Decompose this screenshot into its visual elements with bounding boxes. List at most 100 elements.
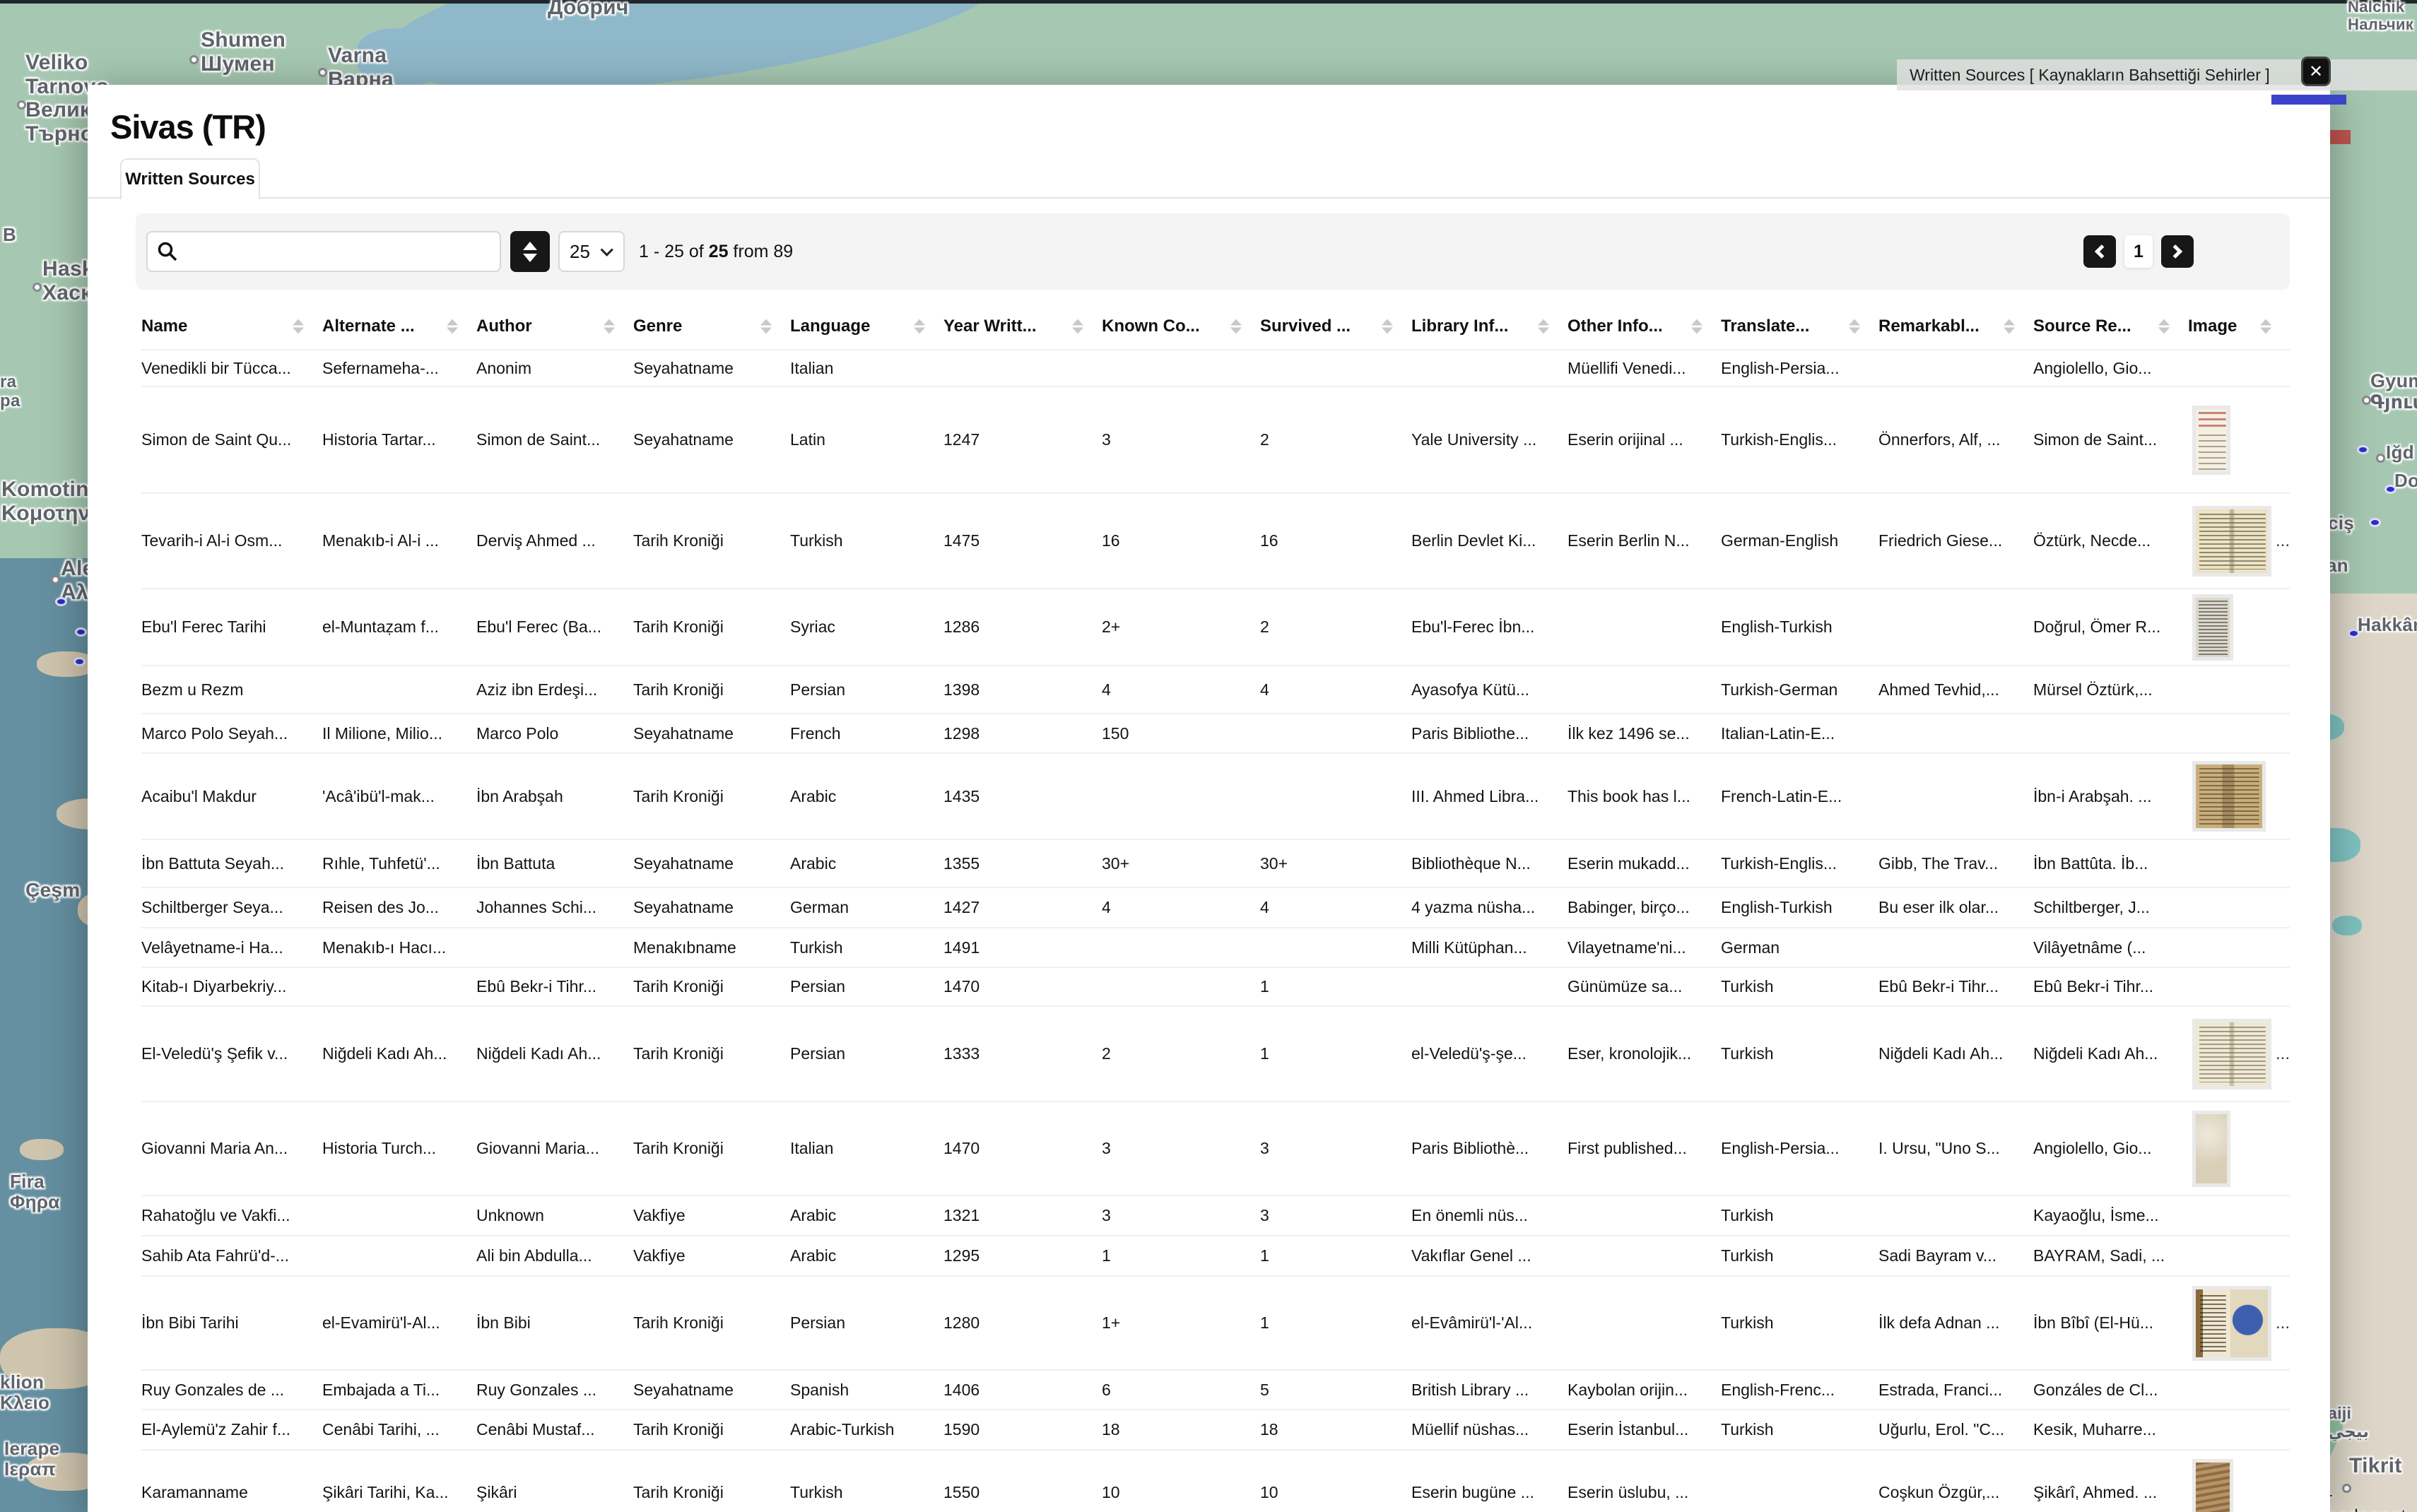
page-size-select[interactable]: 25 — [558, 231, 625, 272]
column-label: Survived ... — [1260, 317, 1351, 336]
column-header-other-info[interactable]: Other Info... — [1568, 317, 1721, 336]
column-header-survived[interactable]: Survived ... — [1260, 317, 1411, 336]
cell-source: İbn-i Arabşah. ... — [2033, 786, 2152, 805]
table-header-row: Name Alternate ... Author Genre Language Year… — [141, 304, 2290, 349]
column-header-remarkabl[interactable]: Remarkabl... — [1878, 317, 2033, 336]
map-label-komotini: Komotini Κομοτηνή — [1, 478, 104, 525]
cell-author: Giovanni Maria... — [476, 1139, 599, 1157]
data-point-dot[interactable] — [2369, 518, 2381, 527]
cell-known: 4 — [1102, 680, 1111, 699]
table-row[interactable]: Rahatoğlu ve Vakfi... Unknown Vakfiye Arabi… — [141, 1195, 2290, 1235]
manuscript-parchment-thumbnail[interactable] — [2192, 1110, 2230, 1187]
cell-other: Müellifi Venedi... — [1568, 358, 1686, 377]
cell-translate: English-Turkish — [1721, 618, 1833, 636]
manuscript-brown-strip-thumbnail[interactable] — [2192, 1459, 2233, 1512]
cell-author: Niğdeli Kadı Ah... — [476, 1044, 601, 1063]
nodegoat-link[interactable]: nodegoat — [2327, 1506, 2406, 1512]
map-label-gyumri: GyumԳյում — [2370, 370, 2417, 413]
cell-alternate: Menakıb-i Al-i ... — [322, 531, 439, 550]
close-button[interactable]: ✕ — [2301, 57, 2331, 86]
table-row[interactable]: Venedikli bir Tücca... Sefernameha-... Ano… — [141, 349, 2290, 386]
table-row[interactable]: Acaibu'l Makdur 'Acâ'ibü'l-mak... İbn Arab… — [141, 752, 2290, 839]
data-point-dot[interactable] — [2384, 485, 2397, 494]
manuscript-brown-columns-thumbnail[interactable] — [2192, 761, 2266, 832]
cell-library: Vakıflar Genel ... — [1411, 1246, 1531, 1265]
manuscript-cream-pages-thumbnail[interactable] — [2192, 1018, 2271, 1089]
table-row[interactable]: Simon de Saint Qu... Historia Tartar... Si… — [141, 386, 2290, 492]
town-marker-haskovo — [33, 283, 42, 292]
table-row[interactable]: Marco Polo Seyah... Il Milione, Milio... M… — [141, 713, 2290, 752]
cell-alternate: Menakıb-ı Hacı... — [322, 938, 447, 957]
table-row[interactable]: Tevarih-i Al-i Osm... Menakıb-i Al-i ... D… — [141, 492, 2290, 588]
sort-order-button[interactable] — [510, 231, 550, 272]
cell-year: 1321 — [943, 1206, 980, 1224]
cell-name: Tevarih-i Al-i Osm... — [141, 531, 283, 550]
cell-year: 1590 — [943, 1420, 980, 1439]
column-header-source-re[interactable]: Source Re... — [2033, 317, 2188, 336]
cell-known: 3 — [1102, 1139, 1111, 1157]
cell-translate: English-Turkish — [1721, 898, 1833, 916]
table-row[interactable]: Giovanni Maria An... Historia Turch... Gio… — [141, 1101, 2290, 1195]
data-point-dot[interactable] — [2357, 445, 2369, 454]
column-header-translate[interactable]: Translate... — [1721, 317, 1878, 336]
previous-page-button[interactable] — [2083, 235, 2116, 268]
table-row[interactable]: Ebu'l Ferec Tarihi el-Muntaẓam f... Ebu'l … — [141, 588, 2290, 665]
manuscript-red-script-thumbnail[interactable] — [2192, 405, 2230, 475]
sort-icon — [604, 319, 615, 334]
table-row[interactable]: Velâyetname-i Ha... Menakıb-ı Hacı... Mena… — [141, 927, 2290, 967]
cell-remarkable: I. Ursu, "Uno S... — [1878, 1139, 2000, 1157]
column-header-language[interactable]: Language — [790, 317, 943, 336]
sort-icon — [2004, 319, 2015, 334]
cell-language: Spanish — [790, 1380, 849, 1399]
table-row[interactable]: Karamanname Şikâri Tarihi, Ka... Şikâri Tar… — [141, 1449, 2290, 1512]
table-row[interactable]: El-Aylemü'z Zahir f... Cenâbi Tarihi, ...… — [141, 1409, 2290, 1449]
column-header-name[interactable]: Name — [141, 317, 322, 336]
column-label: Translate... — [1721, 317, 1810, 336]
manuscript-newsprint-thumbnail[interactable] — [2192, 593, 2233, 661]
manuscript-ornate-blue-thumbnail[interactable] — [2192, 1285, 2271, 1361]
cell-name: Simon de Saint Qu... — [141, 430, 292, 449]
manuscript-two-page-thumbnail[interactable] — [2192, 505, 2271, 577]
column-label: Author — [476, 317, 532, 336]
table-row[interactable]: Schiltberger Seya... Reisen des Jo... Joha… — [141, 887, 2290, 927]
cell-language: German — [790, 898, 849, 916]
data-point-dot[interactable] — [2348, 629, 2360, 638]
table-row[interactable]: İbn Battuta Seyah... Rıhle, Tuhfetü'... İb… — [141, 839, 2290, 887]
column-header-library-inf[interactable]: Library Inf... — [1411, 317, 1568, 336]
column-header-known-co[interactable]: Known Co... — [1102, 317, 1260, 336]
search-input[interactable] — [146, 231, 501, 272]
column-header-genre[interactable]: Genre — [633, 317, 790, 336]
data-point-dot[interactable] — [75, 627, 87, 637]
table-row[interactable]: El-Veledü'ş Şefik v... Niğdeli Kadı Ah...… — [141, 1005, 2290, 1101]
sort-up-icon — [523, 241, 537, 250]
cell-language: French — [790, 723, 841, 743]
column-header-author[interactable]: Author — [476, 317, 633, 336]
column-header-image[interactable]: Image — [2188, 317, 2290, 336]
sort-icon — [2158, 319, 2170, 334]
table-row[interactable]: Kitab-ı Diyarbekriy... Ebû Bekr-i Tihr...… — [141, 967, 2290, 1005]
cell-genre: Seyahatname — [633, 898, 734, 916]
cell-name: Velâyetname-i Ha... — [141, 938, 283, 957]
written-sources-table: Name Alternate ... Author Genre Language Year… — [141, 304, 2290, 1512]
data-point-dot[interactable] — [55, 597, 67, 606]
table-row[interactable]: Ruy Gonzales de ... Embajada a Ti... Ruy G… — [141, 1369, 2290, 1409]
cell-other: Eserin mukadd... — [1568, 854, 1690, 873]
map-label-an-edge: an — [2327, 555, 2348, 576]
data-point-dot[interactable] — [73, 657, 86, 666]
cell-library: III. Ahmed Libra... — [1411, 786, 1539, 805]
cell-source: Angiolello, Gio... — [2033, 358, 2152, 377]
tab-written-sources[interactable]: Written Sources — [120, 158, 260, 199]
cell-known: 2 — [1102, 1044, 1111, 1063]
tab-label: Written Sources — [125, 170, 255, 189]
table-row[interactable]: Sahib Ata Fahrü'd-... Ali bin Abdulla... V… — [141, 1235, 2290, 1275]
table-row[interactable]: İbn Bibi Tarihi el-Evamirü'l-Al... İbn Bib… — [141, 1275, 2290, 1369]
column-header-alternate[interactable]: Alternate ... — [322, 317, 476, 336]
column-label: Remarkabl... — [1878, 317, 1980, 336]
town-marker-varna — [318, 68, 327, 77]
cell-name: Karamanname — [141, 1482, 248, 1501]
cell-other: Günümüze sa... — [1568, 977, 1683, 996]
column-header-year-writt[interactable]: Year Writt... — [943, 317, 1102, 336]
next-page-button[interactable] — [2161, 235, 2194, 268]
table-row[interactable]: Bezm u Rezm Aziz ibn Erdeşi... Tarih Kroni… — [141, 665, 2290, 713]
map-label-irakleio: klion Κλειο — [0, 1371, 50, 1414]
